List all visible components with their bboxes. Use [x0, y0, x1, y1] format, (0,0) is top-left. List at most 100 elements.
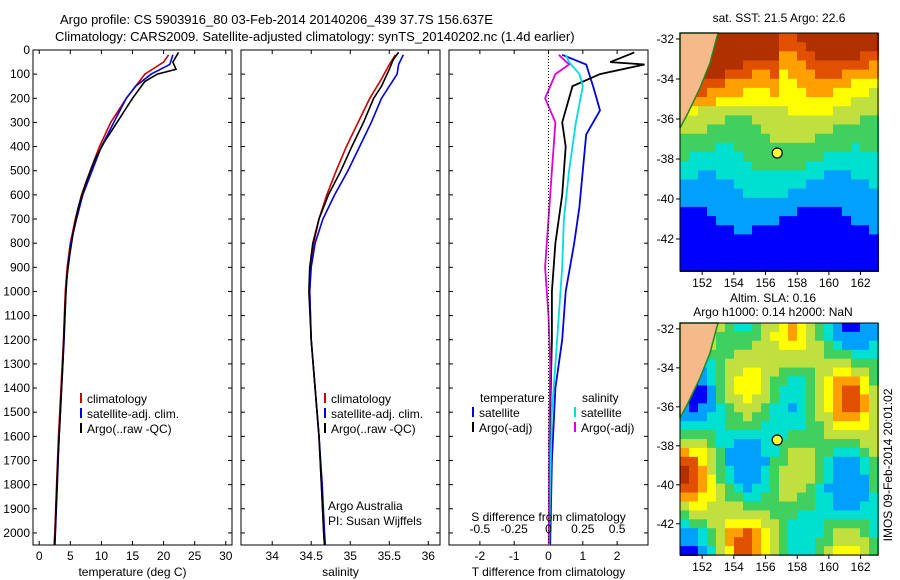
map-pixel: [770, 206, 780, 218]
map-pixel: [779, 501, 789, 512]
map-pixel: [824, 197, 834, 208]
map-pixel: [797, 51, 807, 62]
map-pixel: [725, 403, 735, 414]
map-pixel: [779, 430, 789, 440]
map-pixel: [761, 234, 771, 245]
map-pixel: [698, 106, 708, 117]
map-pixel: [860, 106, 870, 117]
map-pixel: [788, 367, 798, 378]
map-pixel: [779, 367, 789, 378]
map-pixel: [860, 69, 870, 80]
map-pixel: [761, 394, 771, 405]
map-pixel: [788, 33, 798, 44]
map-pixel: [743, 69, 753, 80]
map-pixel: [824, 483, 834, 494]
map-pixel: [716, 206, 726, 218]
map-pixel: [707, 403, 717, 414]
map-pixel: [752, 261, 762, 272]
map-pixel: [851, 501, 861, 512]
map-pixel: [869, 225, 879, 236]
map-pixel: [689, 124, 699, 135]
map-pixel: [689, 206, 699, 218]
map-pixel: [824, 456, 834, 467]
map-pixel: [716, 97, 726, 108]
x-tick-label: -1: [509, 549, 520, 563]
map-pixel: [752, 394, 762, 405]
map-pixel: [743, 216, 753, 227]
map-pixel: [743, 243, 753, 254]
map-pixel: [824, 179, 834, 190]
legend-label: climatology: [331, 392, 391, 406]
map-pixel: [806, 124, 816, 135]
map-pixel: [869, 170, 879, 181]
map-pixel: [752, 106, 762, 117]
map-pixel: [833, 412, 843, 423]
map-pixel: [806, 447, 816, 458]
map-pixel: [707, 501, 717, 512]
map-pixel: [851, 216, 861, 227]
map-pixel: [824, 403, 834, 414]
map-pixel: [797, 528, 807, 539]
map-pixel: [734, 412, 744, 423]
map-pixel: [779, 546, 789, 556]
map-pixel: [680, 161, 690, 172]
map-pixel: [833, 33, 843, 44]
map-pixel: [869, 243, 879, 254]
map-pixel: [743, 42, 753, 53]
map-pixel: [833, 78, 843, 89]
map-pixel: [752, 447, 762, 458]
map-pixel: [752, 439, 762, 449]
map-pixel: [761, 447, 771, 458]
map-pixel: [842, 243, 852, 254]
map-pixel: [707, 115, 717, 126]
map-pixel: [833, 465, 843, 476]
map-pixel: [725, 216, 735, 227]
legend-label: satellite-adj. clim.: [331, 407, 423, 421]
map-pixel: [734, 206, 744, 218]
map-pixel: [752, 42, 762, 53]
map-title-line2: Argo h1000: 0.14 h2000: NaN: [693, 305, 852, 319]
map-pixel: [770, 492, 780, 503]
map-pixel: [725, 152, 735, 163]
map-pixel: [680, 179, 690, 190]
map-pixel: [761, 33, 771, 44]
map-pixel: [806, 510, 816, 521]
map-pixel: [698, 124, 708, 135]
map-pixel: [707, 447, 717, 458]
map-pixel: [761, 170, 771, 181]
map-pixel: [842, 358, 852, 369]
x-axis-label: salinity: [322, 565, 359, 579]
map-pixel: [860, 261, 870, 272]
map-pixel: [833, 115, 843, 126]
map-pixel: [698, 243, 708, 254]
map-pixel: [842, 483, 852, 494]
map-pixel: [833, 170, 843, 181]
map-pixel: [743, 537, 753, 548]
map-pixel: [689, 537, 699, 548]
map-pixel: [752, 510, 762, 521]
map-pixel: [806, 206, 816, 218]
map-pixel: [761, 142, 771, 153]
map-pixel: [869, 376, 879, 387]
map-pixel: [752, 188, 762, 199]
sla-map: -32 -34 -36 -38 -40 -42 152 154 156 158 160 162 Alti…: [657, 291, 879, 574]
legend-label: Argo(-adj): [581, 421, 634, 435]
map-pixel: [833, 225, 843, 236]
map-pixel: [734, 430, 744, 440]
map-pixel: [851, 483, 861, 494]
map-pixel: [743, 225, 753, 236]
map-pixel: [824, 69, 834, 80]
map-pixel: [842, 376, 852, 387]
map-pixel: [851, 465, 861, 476]
map-pixel: [869, 412, 879, 423]
map-pixel: [725, 197, 735, 208]
map-pixel: [869, 161, 879, 172]
map-pixel: [734, 492, 744, 503]
map-pixel: [788, 142, 798, 153]
map-pixel: [689, 510, 699, 521]
map-pixel: [680, 456, 690, 467]
map-pixel: [734, 394, 744, 405]
map-pixel: [788, 133, 798, 144]
map-pixel: [815, 206, 825, 218]
